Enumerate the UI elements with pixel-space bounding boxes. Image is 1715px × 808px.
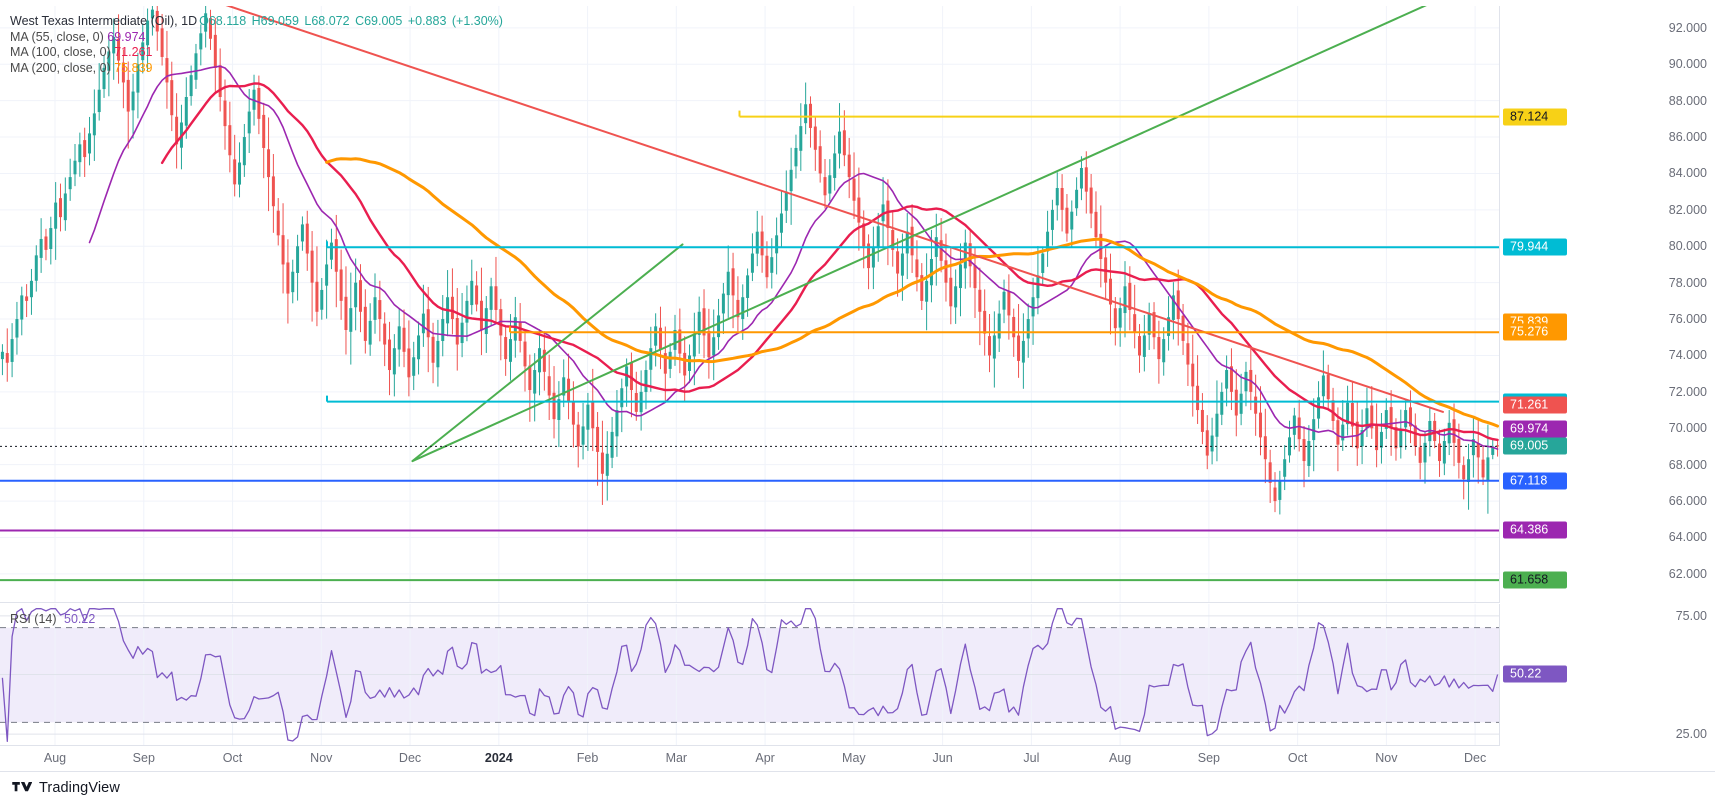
rsi-chart-svg [0, 604, 1499, 745]
time-tick-label: Sep [1197, 751, 1220, 765]
price-pane[interactable]: West Texas Intermediate (Oil), 1D O68.118… [0, 6, 1500, 603]
price-tick-label: 78.000 [1668, 275, 1707, 290]
rsi-tick-label: 25.00 [1675, 727, 1707, 742]
tradingview-logo[interactable]: TradingView [12, 780, 120, 796]
time-tick-label: Dec [1464, 751, 1487, 765]
time-tick-label: Dec [398, 751, 422, 765]
ascending-green-trendline[interactable] [411, 6, 1433, 463]
support-orange[interactable]: 75.276 [1503, 323, 1567, 341]
price-tick-label: 90.000 [1668, 57, 1707, 72]
price-tick-label: 66.000 [1668, 494, 1707, 509]
ma100-badge[interactable]: 71.261 [1503, 396, 1567, 414]
resistance-cyan-80[interactable]: 79.944 [1503, 238, 1567, 256]
price-tick-label: 88.000 [1668, 93, 1707, 108]
resistance-yellow[interactable]: 87.124 [1503, 108, 1567, 126]
ma55-badge[interactable]: 69.974 [1503, 420, 1567, 438]
ascending-green-channel[interactable] [411, 243, 684, 463]
time-tick-label: Feb [576, 751, 599, 765]
time-tick-label: Apr [755, 751, 775, 765]
support-blue[interactable]: 67.118 [1503, 472, 1567, 490]
time-tick-label: Nov [310, 751, 333, 765]
rsi-pane[interactable]: RSI (14) 50.22 [0, 604, 1500, 746]
price-tick-label: 82.000 [1668, 202, 1707, 217]
time-tick-label: Jun [932, 751, 953, 765]
price-tick-label: 68.000 [1668, 457, 1707, 472]
rsi-value-badge[interactable]: 50.22 [1503, 665, 1567, 683]
price-tick-label: 80.000 [1668, 239, 1707, 254]
price-tick-label: 76.000 [1668, 312, 1707, 327]
rsi-line [1, 608, 1499, 742]
tradingview-logo-icon [12, 781, 32, 791]
support-purple[interactable]: 64.386 [1503, 521, 1567, 539]
time-tick-label: Jul [1023, 751, 1040, 765]
ma-line-100 [160, 82, 1499, 442]
time-tick-label: Oct [222, 751, 243, 765]
support-green[interactable]: 61.658 [1503, 571, 1567, 589]
time-tick-label: 2024 [484, 751, 513, 765]
footer: TradingView [0, 772, 1715, 808]
rsi-tick-label: 75.00 [1675, 608, 1707, 623]
candlestick-series [0, 6, 1499, 515]
rsi-band-fill [0, 627, 1499, 723]
price-tick-label: 74.000 [1668, 348, 1707, 363]
time-tick-label: Sep [132, 751, 155, 765]
tradingview-wordmark: TradingView [39, 780, 120, 796]
time-tick-label: Mar [665, 751, 688, 765]
time-tick-label: Aug [1108, 751, 1132, 765]
price-tick-label: 86.000 [1668, 130, 1707, 145]
time-tick-label: May [842, 751, 866, 765]
time-axis[interactable]: Aug Sep Oct Nov Dec 2024 Feb Mar Apr May Jun Jul Aug… [0, 746, 1715, 772]
ma-line-55 [88, 65, 1499, 450]
time-tick-label: Aug [43, 751, 67, 765]
chart-area[interactable]: West Texas Intermediate (Oil), 1D O68.118… [0, 0, 1715, 772]
price-axis[interactable]: 92.000 90.000 88.000 86.000 84.000 82.000 80.0… [1500, 6, 1715, 603]
rsi-axis[interactable]: 75.00 50.22 25.00 [1500, 604, 1715, 746]
time-tick-label: Nov [1375, 751, 1398, 765]
ma-line-200 [325, 157, 1499, 428]
descending-red-trendline[interactable] [207, 6, 1444, 413]
price-chart-svg [0, 6, 1499, 602]
price-tick-label: 92.000 [1668, 20, 1707, 35]
price-tick-label: 72.000 [1668, 384, 1707, 399]
price-tick-label: 84.000 [1668, 166, 1707, 181]
time-tick-label: Oct [1287, 751, 1308, 765]
price-tick-label: 70.000 [1668, 421, 1707, 436]
price-tick-label: 62.000 [1668, 566, 1707, 581]
price-tick-label: 64.000 [1668, 530, 1707, 545]
last-price-badge[interactable]: 69.005 [1503, 437, 1567, 455]
